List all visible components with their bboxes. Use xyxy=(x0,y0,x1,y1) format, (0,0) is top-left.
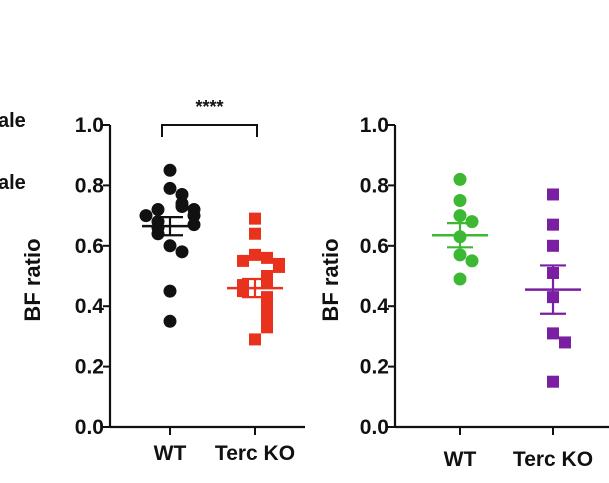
y-tick-label: 0.4 xyxy=(75,295,105,318)
data-point xyxy=(163,284,177,298)
data-point xyxy=(261,306,273,319)
y-tick-label: 0.2 xyxy=(75,356,104,379)
data-point xyxy=(151,203,165,217)
data-point xyxy=(151,227,165,241)
cropped-label-top: ale xyxy=(0,110,26,132)
data-point xyxy=(465,215,479,229)
cropped-label-bottom: ale xyxy=(0,172,26,194)
significance-bracket xyxy=(161,124,258,137)
x-tick-label: WT xyxy=(154,442,187,465)
data-point xyxy=(453,248,467,262)
y-tick-label: 1.0 xyxy=(360,114,389,137)
data-point xyxy=(249,227,261,240)
data-point xyxy=(187,218,201,232)
data-point xyxy=(261,251,273,264)
x-tick-label: WT xyxy=(444,448,477,471)
data-point xyxy=(261,276,273,289)
data-point xyxy=(163,163,177,177)
data-point xyxy=(453,172,467,186)
data-point xyxy=(559,336,571,349)
x-tick-label: Terc KO xyxy=(215,442,295,465)
data-point xyxy=(547,239,559,252)
data-point xyxy=(453,194,467,207)
data-point xyxy=(139,209,153,223)
y-tick-label: 0.8 xyxy=(360,174,390,197)
significance-label: **** xyxy=(195,97,223,117)
data-point xyxy=(453,272,467,286)
y-axis-label: BF ratio xyxy=(20,238,45,321)
data-point xyxy=(261,321,273,334)
data-point xyxy=(547,375,559,388)
data-point xyxy=(249,248,261,261)
data-point xyxy=(237,254,249,267)
data-point xyxy=(175,187,189,201)
x-tick-label: Terc KO xyxy=(513,448,593,471)
y-tick-label: 0.6 xyxy=(75,235,104,258)
data-point xyxy=(163,181,177,195)
data-point xyxy=(163,314,177,328)
data-point xyxy=(547,218,559,231)
data-point xyxy=(453,209,467,223)
data-point xyxy=(163,239,177,253)
y-tick-label: 0.2 xyxy=(360,356,389,379)
y-tick-label: 0.8 xyxy=(75,174,105,197)
data-point xyxy=(175,200,189,214)
data-point xyxy=(175,245,189,259)
data-point xyxy=(249,212,261,225)
y-tick-label: 0.0 xyxy=(75,416,104,439)
y-axis-label: BF ratio xyxy=(318,238,343,321)
data-point xyxy=(465,254,479,268)
y-tick-label: 1.0 xyxy=(75,114,104,137)
data-point xyxy=(187,209,201,223)
data-point xyxy=(273,260,285,273)
data-point xyxy=(547,188,559,201)
y-tick-label: 0.4 xyxy=(360,295,390,318)
y-tick-label: 0.0 xyxy=(360,416,389,439)
data-point xyxy=(249,333,261,346)
data-point xyxy=(547,327,559,340)
y-tick-label: 0.6 xyxy=(360,235,389,258)
